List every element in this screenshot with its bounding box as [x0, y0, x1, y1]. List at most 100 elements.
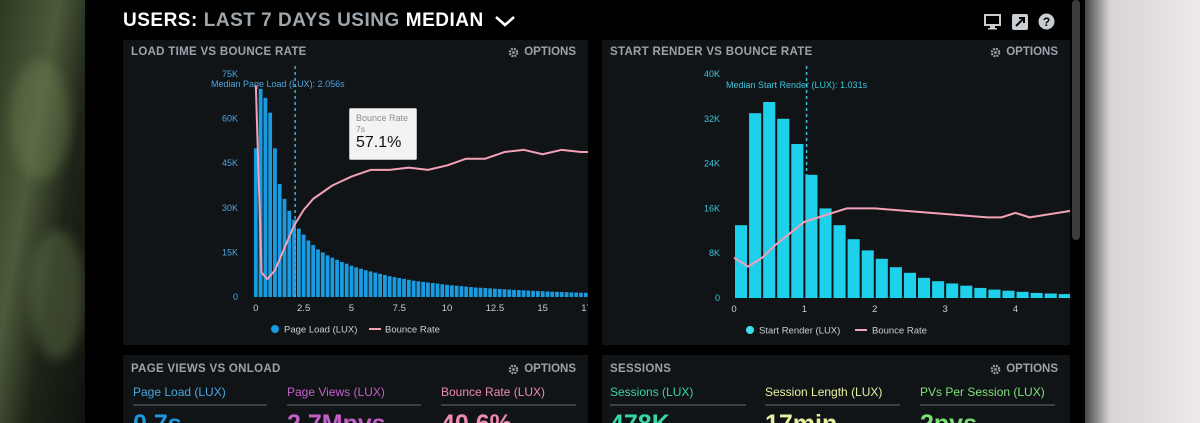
metric-value: 2.7Mpvs [287, 410, 421, 423]
bar [507, 289, 512, 297]
bar [459, 286, 464, 297]
scrollbar[interactable] [1072, 0, 1080, 240]
bar [363, 270, 368, 297]
legend-label-bounce: Bounce Rate [872, 326, 927, 337]
chevron-down-icon[interactable] [494, 14, 516, 28]
chart-tooltip: Bounce Rate 7s 57.1% [349, 108, 417, 160]
bar [344, 263, 349, 297]
monitor-icon[interactable] [984, 13, 1001, 30]
bar [449, 285, 454, 297]
bar [383, 274, 387, 297]
load-time-chart: Median Page Load (LUX): 2.056s Page Load… [211, 66, 588, 336]
metric-label: Session Length (LUX) [765, 385, 883, 399]
legend-label-page-load: Page Load (LUX) [284, 325, 357, 336]
metric-value: 0.7s [133, 410, 267, 423]
bar [889, 267, 902, 298]
options-button[interactable]: OPTIONS [508, 46, 576, 58]
metric-page-views[interactable]: Page Views (LUX) 2.7Mpvs [287, 385, 421, 423]
bar [536, 291, 540, 297]
metric-bounce-rate[interactable]: Bounce Rate (LUX) 40.6% [441, 385, 576, 423]
bar [397, 277, 402, 297]
title-range: LAST 7 DAYS [203, 10, 332, 31]
bounce-rate-line [733, 207, 1070, 268]
bar [416, 281, 421, 297]
svg-text:?: ? [1043, 15, 1050, 29]
y-tick-label-left: 24K [704, 159, 720, 169]
metric-sessions[interactable]: Sessions (LUX) 478K [610, 385, 746, 423]
bar [545, 291, 550, 297]
bar [960, 285, 973, 298]
bar [932, 281, 945, 298]
metric-page-load[interactable]: Page Load (LUX) 0.7s [133, 385, 267, 423]
legend-label-start-render: Start Render (LUX) [759, 326, 840, 337]
divider [610, 404, 746, 406]
bar [564, 292, 569, 297]
legend-label-bounce: Bounce Rate [385, 325, 440, 336]
bar [1030, 292, 1043, 298]
bar [847, 239, 860, 298]
bar [306, 240, 311, 297]
metric-value: 478K [610, 410, 746, 423]
divider [920, 404, 1055, 406]
bar [1058, 294, 1070, 298]
expand-icon[interactable] [1011, 13, 1028, 30]
bar [411, 280, 416, 297]
bar [469, 287, 473, 297]
page-title[interactable]: USERS: LAST 7 DAYS USING MEDIAN [123, 10, 516, 32]
background-leaf [10, 60, 70, 180]
gear-icon [508, 364, 519, 374]
options-button[interactable]: OPTIONS [508, 363, 576, 375]
bar [516, 290, 521, 297]
y-tick-label-left: 16K [704, 203, 720, 213]
bar [903, 272, 916, 298]
gear-icon [990, 47, 1001, 57]
x-tick-label: 10 [442, 303, 453, 314]
header-toolbar: ? [984, 13, 1055, 30]
bar [421, 281, 426, 297]
options-button[interactable]: OPTIONS [990, 363, 1058, 375]
help-icon[interactable]: ? [1038, 13, 1055, 30]
bar [273, 148, 277, 297]
bar [497, 288, 502, 297]
bar [559, 292, 564, 297]
x-tick-label: 2 [872, 304, 877, 315]
bar [330, 257, 335, 297]
bar [301, 234, 306, 297]
background-plant [0, 0, 95, 423]
options-label: OPTIONS [524, 363, 576, 375]
x-tick-label: 17.5 [581, 303, 588, 314]
x-tick-label: 0 [253, 303, 258, 314]
bar [435, 283, 440, 297]
bar [373, 272, 378, 297]
metric-pvs-per-session[interactable]: PVs Per Session (LUX) 2pvs [920, 385, 1055, 423]
bar [791, 144, 804, 298]
bar [569, 292, 574, 297]
metric-value: 40.6% [441, 410, 576, 423]
bar [819, 208, 832, 298]
legend: Start Render (LUX) Bounce Rate [746, 326, 927, 337]
tooltip-title: Bounce Rate [356, 113, 409, 123]
panel-page-views: PAGE VIEWS VS ONLOAD OPTIONS Page Load (… [123, 355, 588, 423]
bar [464, 286, 469, 297]
options-button[interactable]: OPTIONS [990, 46, 1058, 58]
bar [406, 279, 411, 297]
bar [946, 283, 959, 298]
divider [441, 404, 576, 406]
bar [378, 273, 383, 297]
panel-title: LOAD TIME VS BOUNCE RATE [131, 46, 307, 58]
bounce-rate-line [254, 85, 588, 281]
bar [296, 228, 301, 297]
bar [263, 97, 268, 297]
panel-title: START RENDER VS BOUNCE RATE [610, 46, 813, 58]
metric-session-length[interactable]: Session Length (LUX) 17min [765, 385, 900, 423]
bar [574, 292, 579, 297]
y-tick-label-left: 45K [222, 158, 238, 168]
background-wall [1080, 0, 1200, 423]
x-tick-label: 2.5 [297, 303, 310, 314]
y-tick-label-left: 60K [222, 114, 238, 124]
bar [287, 210, 292, 297]
title-method: MEDIAN [405, 10, 484, 31]
x-tick-label: 5 [349, 303, 354, 314]
metric-label: PVs Per Session (LUX) [920, 385, 1045, 399]
bar [555, 291, 559, 297]
